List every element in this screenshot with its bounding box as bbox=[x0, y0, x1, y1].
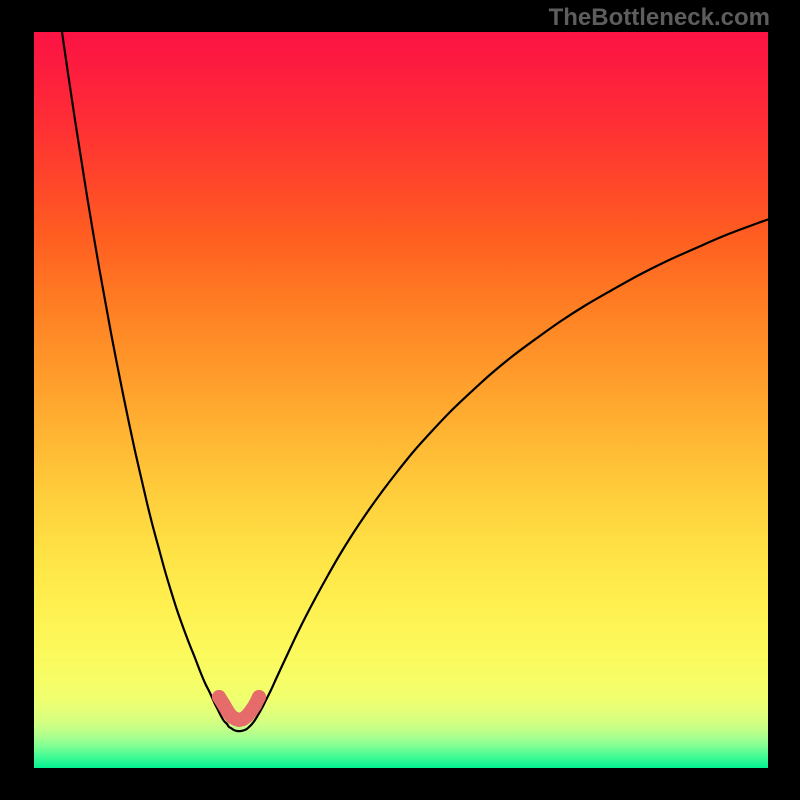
optimal-range-marker-dot bbox=[252, 690, 266, 704]
plot-area bbox=[34, 32, 768, 768]
plot-svg bbox=[34, 32, 768, 768]
chart-stage: TheBottleneck.com bbox=[0, 0, 800, 800]
gradient-background bbox=[34, 32, 768, 768]
watermark-text: TheBottleneck.com bbox=[549, 4, 770, 32]
